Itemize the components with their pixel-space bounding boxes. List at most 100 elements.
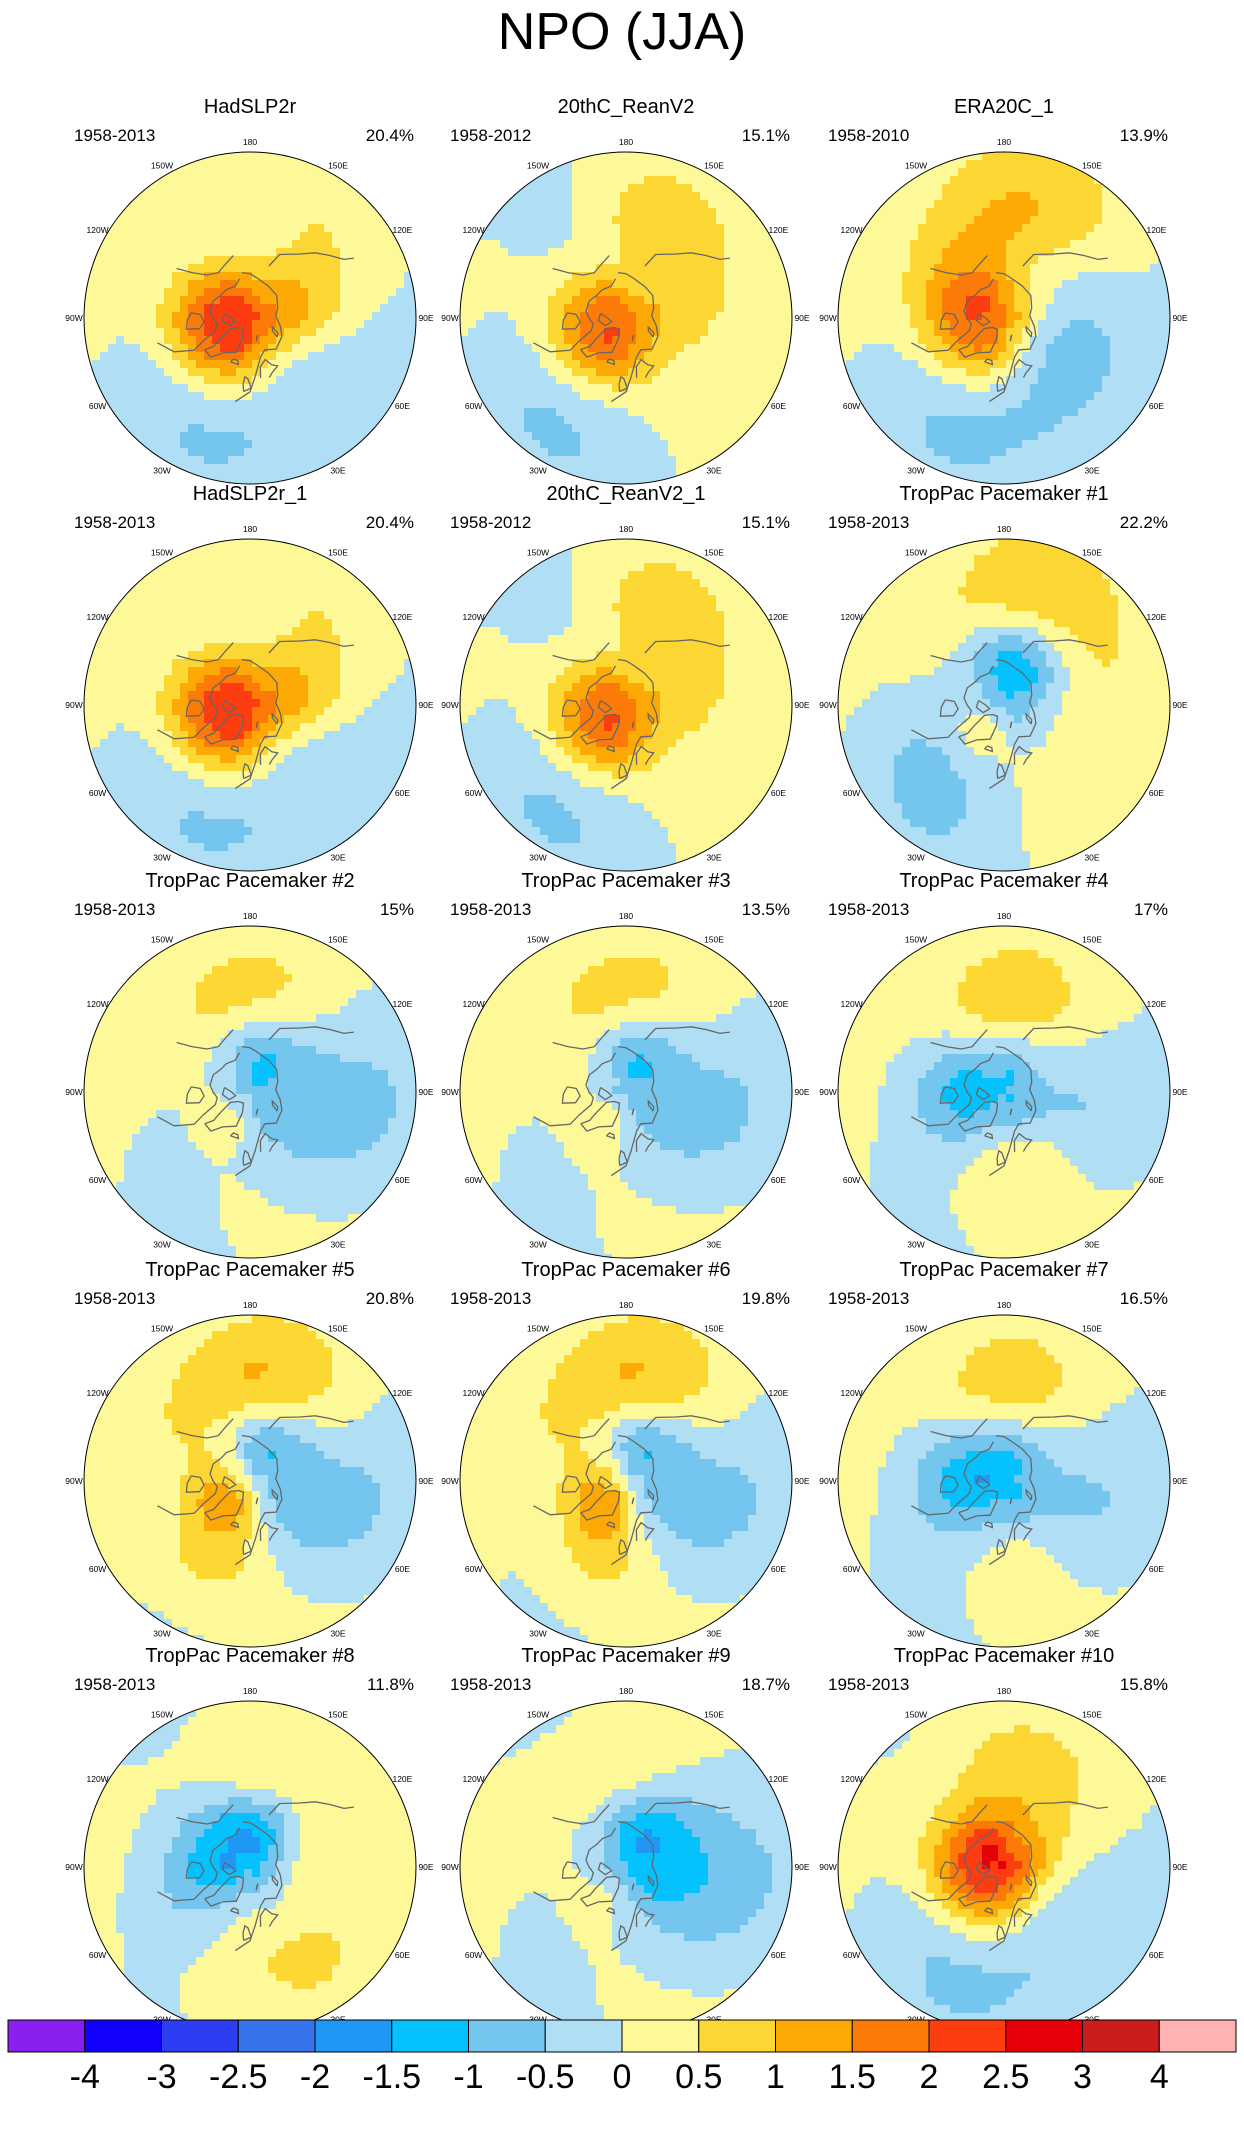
field-cell [1046, 168, 1055, 177]
field-cell [332, 352, 341, 361]
field-cell [580, 424, 589, 433]
field-cell [1070, 240, 1079, 249]
field-cell [332, 296, 341, 305]
field-cell [740, 304, 749, 313]
field-cell [1030, 376, 1039, 385]
field-cell [564, 280, 573, 289]
field-cell [516, 216, 525, 225]
field-cell [180, 312, 189, 321]
field-cell [838, 208, 847, 217]
field-cell [92, 304, 101, 313]
field-cell [284, 368, 293, 377]
field-cell [540, 400, 549, 409]
field-cell [636, 416, 645, 425]
field-cell [724, 240, 733, 249]
field-cell [862, 336, 871, 345]
field-cell [396, 328, 405, 337]
field-cell [324, 352, 333, 361]
field-cell [316, 240, 325, 249]
field-cell [148, 240, 157, 249]
field-cell [926, 200, 935, 209]
field-cell [1158, 280, 1167, 289]
field-cell [1030, 360, 1039, 369]
field-cell [998, 264, 1007, 273]
field-cell [292, 224, 301, 233]
field-cell [724, 272, 733, 281]
field-cell [260, 416, 269, 425]
field-cell [974, 400, 983, 409]
field-cell [660, 176, 669, 185]
field-cell [1070, 408, 1079, 417]
field-cell [404, 192, 413, 201]
field-cell [636, 456, 645, 465]
field-cell [764, 376, 773, 385]
field-cell [652, 208, 661, 217]
field-cell [1030, 184, 1039, 193]
field-cell [316, 272, 325, 281]
field-cell [164, 408, 173, 417]
field-cell [974, 224, 983, 233]
field-cell [644, 408, 653, 417]
field-cell [548, 248, 557, 257]
field-cell [1014, 232, 1023, 241]
field-cell [460, 464, 469, 473]
field-cell [950, 312, 959, 321]
field-cell [1046, 304, 1055, 313]
field-cell [508, 424, 517, 433]
field-cell [990, 360, 999, 369]
field-cell [1102, 408, 1111, 417]
field-cell [998, 248, 1007, 257]
field-cell [460, 472, 469, 481]
field-cell [300, 264, 309, 273]
field-cell [926, 336, 935, 345]
field-cell [684, 152, 693, 161]
field-cell [156, 432, 165, 441]
field-cell [148, 288, 157, 297]
field-cell [188, 360, 197, 369]
field-cell [764, 176, 773, 185]
field-cell [348, 224, 357, 233]
field-cell [644, 288, 653, 297]
field-cell [1094, 264, 1103, 273]
field-cell [532, 248, 541, 257]
field-cell [588, 152, 597, 161]
field-cell [468, 160, 477, 169]
field-cell [1102, 192, 1111, 201]
field-cell [644, 480, 653, 484]
field-cell [854, 264, 863, 273]
field-cell [212, 216, 221, 225]
field-cell [1014, 272, 1023, 281]
field-cell [396, 248, 405, 257]
field-cell [902, 216, 911, 225]
field-cell [140, 224, 149, 233]
field-cell [596, 272, 605, 281]
field-cell [918, 400, 927, 409]
field-cell [300, 352, 309, 361]
field-cell [324, 224, 333, 233]
field-cell [660, 344, 669, 353]
field-cell [412, 328, 416, 337]
field-cell [364, 256, 373, 265]
field-cell [692, 472, 701, 481]
field-cell [708, 336, 717, 345]
field-cell [1070, 320, 1079, 329]
field-cell [684, 400, 693, 409]
field-cell [708, 416, 717, 425]
field-cell [284, 328, 293, 337]
field-cell [172, 152, 181, 161]
field-cell [934, 200, 943, 209]
field-cell [846, 288, 855, 297]
field-cell [692, 264, 701, 273]
field-cell [668, 368, 677, 377]
field-cell [974, 176, 983, 185]
coastline [552, 255, 610, 276]
field-cell [772, 264, 781, 273]
field-cell [316, 440, 325, 449]
field-cell [548, 416, 557, 425]
field-cell [236, 432, 245, 441]
field-cell [156, 184, 165, 193]
field-cell [1102, 304, 1111, 313]
field-cell [380, 320, 389, 329]
field-cell [772, 464, 781, 473]
field-cell [942, 248, 951, 257]
